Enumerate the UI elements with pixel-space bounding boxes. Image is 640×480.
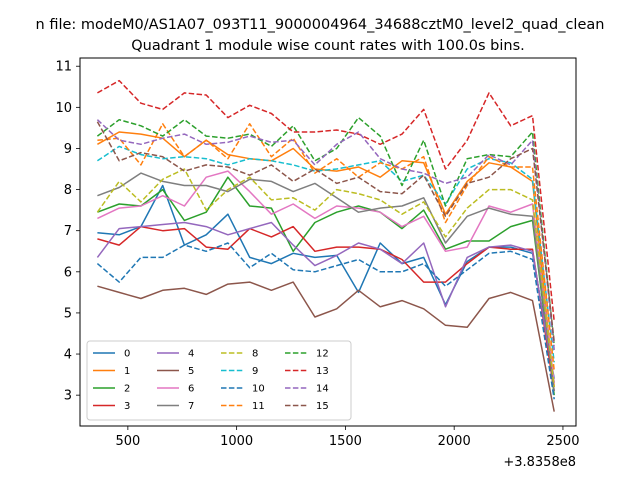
x-axis-offset-text: +3.8358e8: [503, 455, 576, 470]
y-tick-label: 9: [64, 142, 72, 157]
legend-label-11: 11: [252, 401, 265, 412]
y-tick-label: 5: [64, 306, 72, 321]
series-line-14: [96, 119, 555, 350]
x-tick-label: 1500: [329, 434, 362, 449]
legend-label-10: 10: [252, 384, 265, 395]
x-tick-label: 2000: [438, 434, 471, 449]
legend-label-13: 13: [316, 366, 329, 377]
y-tick-label: 10: [55, 101, 72, 116]
legend-label-5: 5: [188, 366, 194, 377]
series-line-2: [97, 176, 555, 396]
y-tick-label: 6: [64, 265, 72, 280]
series-line-8: [96, 168, 555, 387]
chart-title: Quadrant 1 module wise count rates with …: [131, 38, 525, 54]
y-tick-label: 7: [64, 224, 72, 239]
plot-lines: [96, 79, 555, 412]
legend-label-14: 14: [316, 384, 329, 395]
series-line-5: [97, 281, 555, 412]
x-tick-label: 2500: [546, 434, 579, 449]
figure-suptitle: n file: modeM0/AS1A07_093T11_9000004964_…: [36, 17, 605, 33]
series-line-0: [97, 184, 555, 379]
y-tick-label: 3: [64, 389, 72, 404]
series-line-4: [96, 221, 555, 383]
legend-label-2: 2: [124, 384, 130, 395]
legend-box: [86, 340, 352, 421]
y-tick-label: 11: [55, 60, 72, 75]
legend-label-6: 6: [188, 384, 194, 395]
y-tick-label: 8: [64, 183, 72, 198]
legend-label-0: 0: [124, 349, 130, 360]
y-axis: 3 4 5 6 7 8 9 10 11: [55, 60, 80, 404]
legend-label-8: 8: [252, 349, 258, 360]
legend-label-3: 3: [124, 401, 130, 412]
legend-label-4: 4: [188, 349, 194, 360]
legend-label-15: 15: [316, 401, 329, 412]
x-tick-label: 500: [115, 434, 140, 449]
series-line-3: [97, 225, 555, 392]
series-line-9: [96, 145, 555, 363]
series-line-13: [97, 79, 555, 322]
series-line-10: [96, 242, 555, 400]
series-line-11: [97, 123, 555, 371]
series-line-15: [96, 121, 555, 342]
x-axis: 500 1000 1500 2000 2500: [115, 426, 579, 449]
x-tick-label: 1000: [220, 434, 253, 449]
series-line-6: [97, 170, 555, 383]
legend-label-9: 9: [252, 366, 258, 377]
y-tick-label: 4: [64, 348, 72, 363]
series-line-7: [97, 172, 555, 392]
legend-label-12: 12: [316, 349, 329, 360]
legend-label-7: 7: [188, 401, 194, 412]
axes-frame: [79, 57, 577, 427]
legend-label-1: 1: [124, 366, 130, 377]
